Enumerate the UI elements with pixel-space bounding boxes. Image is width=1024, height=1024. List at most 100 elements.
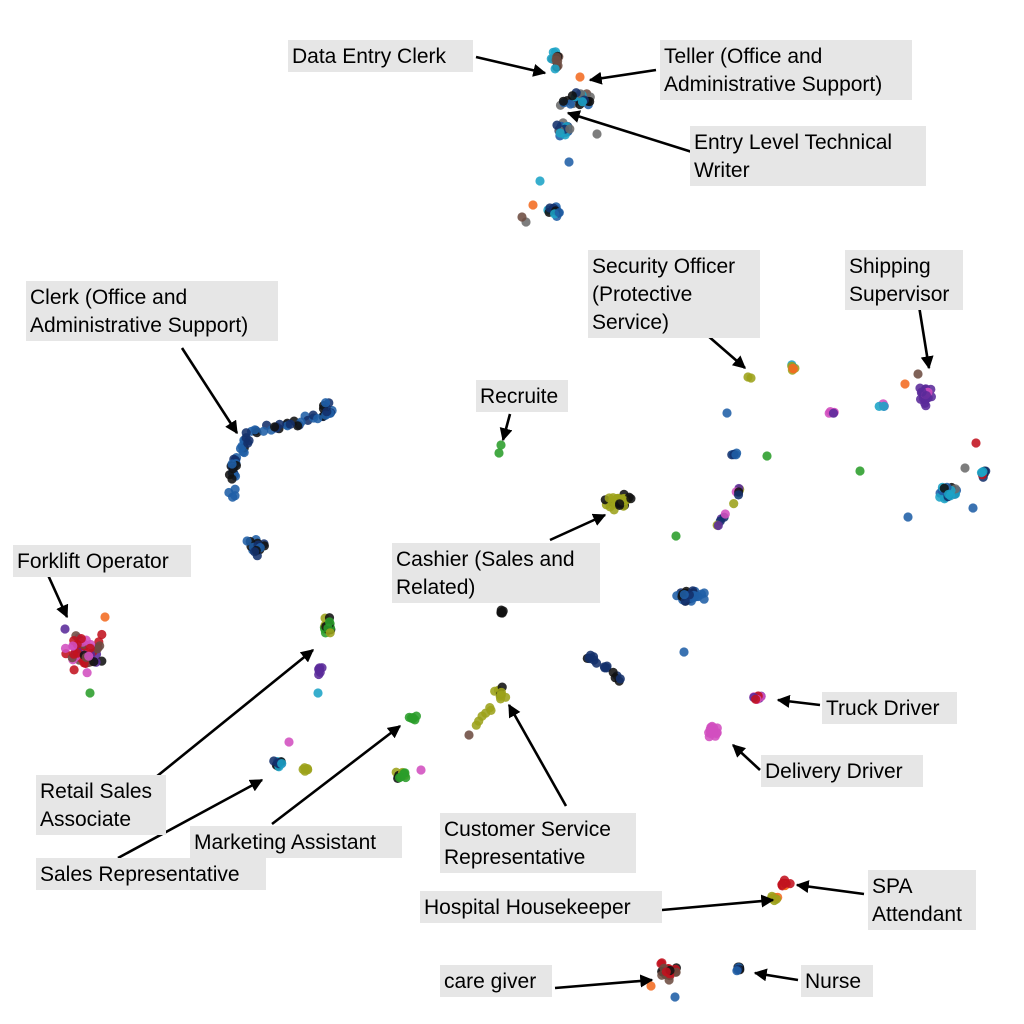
cluster-top-lower-point xyxy=(528,200,538,210)
annotation-truck-driver: Truck Driver xyxy=(822,692,957,724)
annotation-security-officer: Security Officer (Protective Service) xyxy=(588,250,760,338)
cluster-clerk-point xyxy=(313,414,323,424)
arrow-shipping-supervisor xyxy=(917,305,934,370)
cluster-forklift-point xyxy=(69,649,79,659)
cluster-cashier-point xyxy=(604,493,614,503)
annotation-label-background xyxy=(588,250,760,338)
cluster-right-middle-point xyxy=(679,647,689,657)
cluster-cashier-point xyxy=(626,494,636,504)
annotation-spa-attendant: SPA Attendant xyxy=(868,870,976,930)
cluster-security-point xyxy=(788,363,798,373)
cluster-clerk-point xyxy=(241,433,251,443)
cluster-office-top-point xyxy=(558,96,569,106)
cluster-customer-service-point xyxy=(477,711,487,721)
annotation-label-text: SPA Attendant xyxy=(872,875,962,926)
cluster-shipping-point xyxy=(921,401,931,411)
annotation-label-text: Sales Representative xyxy=(40,863,240,886)
cluster-writer-point xyxy=(552,120,562,130)
arrow-cashier xyxy=(549,513,607,542)
cluster-clerk-point xyxy=(250,425,260,435)
cluster-forklift-point xyxy=(68,641,78,651)
cluster-right-lower-point xyxy=(599,662,610,672)
annotation-cashier: Cashier (Sales and Related) xyxy=(392,543,600,603)
cluster-clerk-point xyxy=(322,407,332,417)
annotation-label-background xyxy=(36,775,166,835)
annotation-label-background xyxy=(761,755,923,787)
recruite-point xyxy=(496,440,506,450)
cluster-marketing-point xyxy=(408,713,418,723)
cluster-security-point xyxy=(731,450,741,460)
cluster-writer-point xyxy=(592,129,602,139)
annotation-label-background xyxy=(26,281,278,341)
cluster-security-point xyxy=(855,466,865,476)
annotation-label-text: Cashier (Sales and Related) xyxy=(396,548,575,599)
annotation-retail-sales-associate: Retail Sales Associate xyxy=(36,775,166,835)
cluster-retail-point xyxy=(313,688,323,698)
cluster-writer-point xyxy=(555,128,565,138)
cluster-clerk-point xyxy=(230,491,240,501)
cluster-spa-point xyxy=(771,894,782,904)
arrow-recruite xyxy=(499,413,513,442)
cluster-spa-point xyxy=(780,878,790,889)
annotation-label-background xyxy=(440,813,636,873)
arrow-sales-representative xyxy=(117,778,264,860)
arrow-customer-service-representative xyxy=(507,703,568,807)
cluster-clerk-point xyxy=(242,536,252,546)
cluster-top-lower-point xyxy=(554,208,564,218)
cluster-security-point xyxy=(733,490,744,500)
annotation-clerk: Clerk (Office and Administrative Support) xyxy=(26,281,278,341)
annotation-label-text: Entry Level Technical Writer xyxy=(694,131,892,182)
cluster-forklift-point xyxy=(100,612,110,622)
annotation-label-background xyxy=(420,891,662,923)
cluster-customer-service-point xyxy=(471,720,481,730)
cluster-far-right-point xyxy=(960,463,970,473)
arrow-delivery-driver xyxy=(732,744,761,771)
cluster-forklift-point xyxy=(82,668,92,678)
cluster-customer-service-point xyxy=(496,687,506,697)
cluster-writer-point xyxy=(565,124,575,134)
annotation-label-background xyxy=(690,126,926,186)
arrow-forklift-operator xyxy=(46,574,69,619)
annotation-label-text: Data Entry Clerk xyxy=(292,45,447,68)
cluster-delivery-driver-point xyxy=(705,726,716,736)
cluster-right-lower-point xyxy=(589,655,599,665)
annotation-label-text: Hospital Housekeeper xyxy=(424,896,631,919)
cluster-clerk-point xyxy=(259,426,269,436)
cluster-far-right-point xyxy=(968,503,978,513)
cluster-right-middle-point xyxy=(671,531,681,541)
annotation-nurse: Nurse xyxy=(801,965,873,997)
annotation-label-text: Teller (Office and Administrative Support… xyxy=(664,45,882,96)
cluster-clerk-point xyxy=(239,447,249,458)
annotation-recruite: Recruite xyxy=(476,380,568,412)
annotation-label-text: Nurse xyxy=(805,970,861,993)
cluster-shipping-point xyxy=(913,369,923,379)
arrow-retail-sales-associate xyxy=(155,648,315,779)
annotation-label-text: Delivery Driver xyxy=(765,760,903,783)
cluster-care-giver-point xyxy=(661,967,671,977)
cluster-nurse-point xyxy=(732,966,742,976)
cluster-retail-point xyxy=(324,617,335,627)
cluster-retail-point xyxy=(325,628,335,638)
cluster-forklift-point xyxy=(84,651,94,661)
cluster-writer-point xyxy=(564,157,574,167)
cluster-forklift-point xyxy=(95,641,105,651)
arrow-truck-driver xyxy=(776,694,821,708)
cluster-far-right-point xyxy=(944,489,954,499)
annotation-label-text: care giver xyxy=(444,970,536,993)
annotation-label-background xyxy=(801,965,873,997)
cluster-sales-rep-point xyxy=(277,759,287,769)
cluster-care-giver-point xyxy=(646,981,656,991)
cluster-clerk-point xyxy=(293,421,303,431)
cluster-marketing-point xyxy=(401,772,411,783)
cluster-retail-point xyxy=(315,667,325,678)
cluster-security-point xyxy=(762,451,772,461)
cluster-forklift-point xyxy=(97,629,107,640)
cluster-security-point xyxy=(828,408,839,418)
cluster-sales-rep-point xyxy=(284,737,294,747)
cluster-center-black-point xyxy=(497,607,507,617)
cluster-truck-driver-point xyxy=(751,694,761,704)
cluster-clerk-point xyxy=(250,547,260,557)
cluster-clerk-point xyxy=(321,398,331,408)
annotation-labels: Data Entry Clerk Teller (Office and Admini… xyxy=(13,40,976,997)
annotation-label-text: Marketing Assistant xyxy=(194,831,376,854)
